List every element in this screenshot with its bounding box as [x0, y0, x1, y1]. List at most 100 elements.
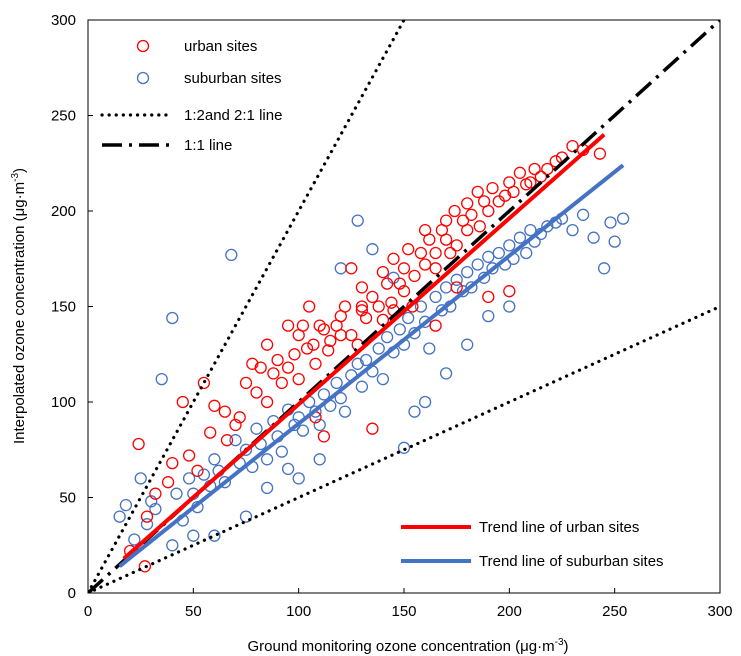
y-axis-title: Interpolated ozone concentration (μg·m-3…	[10, 168, 28, 444]
urban-point	[355, 281, 369, 294]
suburban-point	[313, 453, 326, 466]
urban-point	[317, 430, 331, 443]
urban-point	[429, 319, 442, 332]
urban-point	[260, 395, 274, 409]
urban-point	[465, 208, 478, 221]
urban-point	[473, 220, 486, 233]
urban-point	[498, 189, 512, 202]
suburban-point	[492, 246, 505, 260]
suburban-point	[597, 262, 611, 275]
legend-item-urban: urban sites	[136, 38, 257, 55]
suburban-point	[218, 476, 232, 489]
suburban-point	[503, 239, 516, 252]
suburban-point	[380, 330, 394, 344]
suburban-point	[461, 265, 474, 279]
urban-point	[408, 269, 421, 283]
urban-point	[439, 214, 453, 227]
urban-point	[204, 426, 217, 439]
urban-point	[324, 334, 337, 348]
urban-point	[461, 223, 474, 237]
urban-point	[492, 195, 505, 208]
suburban-point	[372, 342, 385, 355]
urban-point	[138, 560, 152, 573]
legend-urban-marker	[136, 39, 150, 53]
suburban-point	[166, 311, 179, 325]
legend-item-suburban: suburban sites	[136, 70, 282, 87]
legend-upper-left: urban sites suburban sites 1:2and 2:1 li…	[100, 38, 282, 154]
urban-point	[355, 300, 369, 313]
suburban-point	[486, 262, 499, 275]
urban-point	[208, 399, 221, 412]
suburban-point	[113, 510, 126, 523]
suburban-point	[439, 367, 453, 380]
urban-point	[233, 411, 246, 424]
urban-point	[281, 361, 295, 374]
urban-point	[513, 166, 527, 179]
suburban-point	[616, 212, 630, 225]
urban-point	[366, 422, 379, 435]
suburban-point	[208, 529, 221, 542]
urban-point	[397, 262, 411, 275]
urban-point	[307, 338, 320, 351]
one-to-one-line	[88, 20, 720, 593]
urban-point	[303, 300, 316, 313]
suburban-point	[334, 262, 347, 275]
suburban-point	[351, 357, 364, 370]
legend-item-urban-trend: Trend line of urban sites	[401, 519, 639, 536]
suburban-point	[408, 405, 421, 418]
legend-suburban-label: suburban sites	[184, 70, 282, 87]
suburban-point	[471, 258, 484, 271]
suburban-point	[465, 281, 478, 294]
suburban-point	[366, 243, 379, 256]
urban-point	[444, 246, 457, 260]
urban-point	[372, 300, 385, 313]
legend-item-suburban-trend: Trend line of suburban sites	[401, 553, 664, 570]
suburban-point	[520, 246, 533, 260]
urban-point	[482, 204, 495, 218]
suburban-point	[182, 472, 196, 485]
urban-point	[132, 437, 145, 451]
suburban-point	[197, 468, 211, 481]
urban-point	[397, 285, 411, 298]
urban-point	[366, 290, 379, 304]
suburban-point	[119, 498, 133, 512]
suburban-point	[355, 380, 369, 393]
suburban-point	[275, 445, 288, 458]
suburban-point	[225, 248, 238, 262]
suburban-trend-line	[118, 163, 625, 568]
urban-point	[402, 243, 415, 256]
suburban-point	[170, 487, 183, 500]
urban-point	[376, 265, 390, 279]
urban-point	[182, 449, 196, 462]
urban-point	[267, 367, 280, 380]
suburban-point	[260, 481, 274, 495]
urban-point	[414, 246, 428, 260]
ratio-reference-line	[88, 20, 406, 593]
suburban-point	[239, 443, 253, 456]
suburban-point	[140, 518, 154, 531]
urban-point	[450, 281, 463, 294]
urban-point	[292, 372, 305, 386]
suburban-point	[402, 311, 415, 325]
urban-point	[338, 300, 352, 313]
urban-point	[393, 277, 406, 290]
urban-trend-line	[122, 133, 606, 561]
urban-point	[218, 405, 232, 418]
urban-point	[355, 304, 369, 317]
x-tick-label: 0	[84, 603, 92, 620]
suburban-point	[317, 388, 331, 401]
suburban-point	[576, 208, 590, 221]
urban-point	[140, 510, 154, 523]
urban-point	[429, 246, 442, 260]
suburban-point	[541, 220, 554, 233]
ratio-reference-line	[88, 304, 720, 593]
suburban-point	[566, 223, 579, 237]
suburban-point	[296, 424, 310, 437]
urban-point	[387, 252, 400, 265]
urban-point	[461, 197, 474, 210]
urban-point	[482, 290, 495, 304]
suburban-point	[482, 309, 495, 323]
urban-point	[239, 376, 253, 390]
x-tick-label: 250	[602, 603, 627, 620]
urban-point	[317, 323, 331, 336]
